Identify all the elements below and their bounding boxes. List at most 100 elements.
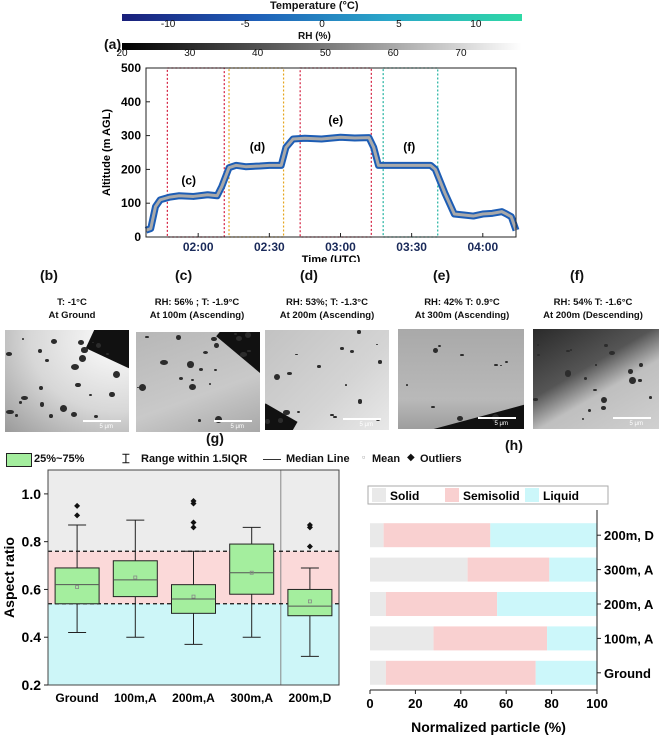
outlier-point [306,543,313,550]
scale-bar-label: 5 μm [629,421,643,427]
particle [277,418,284,423]
particle [608,350,616,356]
bar-segment [370,592,386,616]
particle [21,338,25,341]
rh-tick-label: 20 [116,48,128,59]
particle [189,384,196,391]
legend-swatch [445,488,459,502]
micrograph-location: At 100m (Ascending) [149,310,245,321]
box-legend: 25%~75% ⌶ Range within 1.5IQR Median Lin… [4,451,474,468]
x-tick-label: 0 [366,696,373,711]
particle [89,394,92,396]
particle [138,383,147,391]
bar-segment [547,626,597,651]
sem-micrograph: 5 μm [136,332,260,432]
particle [564,370,572,377]
outlier-point [74,512,81,519]
x-tick-label: 02:30 [254,240,285,254]
category-label: 100m,A [114,691,157,705]
bar-segment [383,523,491,548]
highlight-region [166,67,225,238]
mean-marker [307,599,312,604]
particle [457,416,463,422]
scale-bar [214,420,252,422]
particle [112,370,121,378]
legend-whisker-label: Range within 1.5IQR [141,453,248,465]
altitude-track-line [145,135,518,232]
bar-segment [370,523,384,548]
x-axis-label: Normalized particle (%) [411,719,566,735]
category-label: 300m,A [230,691,273,705]
particle [593,388,597,391]
particle [648,395,652,399]
legend-swatch [525,488,539,502]
mean-marker [75,585,79,589]
category-label: 200m, A [604,597,654,612]
particle [583,376,588,380]
particle [214,343,219,349]
rh-tick-label: 50 [319,48,331,59]
particle [349,349,355,354]
iqr-box [229,543,275,595]
micrograph-condition: RH: 56% ; T: -1.9°C [154,297,240,308]
particle [377,360,383,364]
micrograph-panel-label: (e) [433,267,451,283]
particle [178,376,183,380]
particle [639,362,644,368]
phase-band [48,470,339,552]
particle [70,411,78,418]
x-tick-label: 03:00 [325,240,356,254]
particle [296,411,300,414]
particle [628,376,636,385]
substrate-edge [265,403,298,430]
particle [20,395,29,401]
altitude-track-outline [144,133,520,234]
particle [106,353,109,355]
particle [59,405,68,413]
sem-micrograph: 5 μm [533,329,659,429]
legend-outlier-label: Outliers [420,453,462,465]
particle [459,353,464,357]
segment-annotation: (e) [328,113,343,127]
rh-colorbar [122,43,522,50]
mean-marker [133,575,138,580]
particle [333,415,337,419]
legend-median-label: Median Line [286,453,350,465]
phase-state-stacked-bar-chart: Solid Semisolid Liquid Ground 100m, A 200m, A… [366,485,654,735]
segment-annotation: (d) [250,140,265,154]
particle [316,364,321,369]
panel-label-g: (g) [206,430,224,446]
micrograph-location: At 200m (Ascending) [279,310,375,321]
x-tick-label: 100 [586,696,608,711]
outlier-point [306,521,313,528]
particle [569,348,573,352]
bar-segment [370,660,386,685]
panel-label-a: (a) [104,36,122,52]
particle [505,360,508,364]
legend-box-swatch [6,453,32,467]
scale-bar-label: 5 μm [494,421,508,427]
particle [287,372,292,376]
category-label: 300m, A [604,563,654,578]
plot-frame [145,67,517,238]
substrate-edge [420,396,524,429]
legend-outlier-icon: ◆ [407,452,415,463]
legend-box-label: 25%~75% [34,453,85,465]
particle [330,413,334,417]
legend-frame [367,485,609,505]
scale-bar-label: 5 μm [359,422,373,428]
x-tick-label: 04:00 [467,240,498,254]
particle [375,343,379,346]
particle [18,401,22,405]
rh-tick-label: 70 [455,48,467,59]
particle [44,358,49,363]
particle [245,332,252,339]
particle [175,334,182,341]
segment-annotation: (f) [403,140,415,154]
temperature-colorbar [122,14,522,21]
particle [295,353,298,356]
particle [145,335,150,339]
particle [565,349,571,353]
rh-tick-label: 60 [387,48,399,59]
particle [537,354,540,356]
